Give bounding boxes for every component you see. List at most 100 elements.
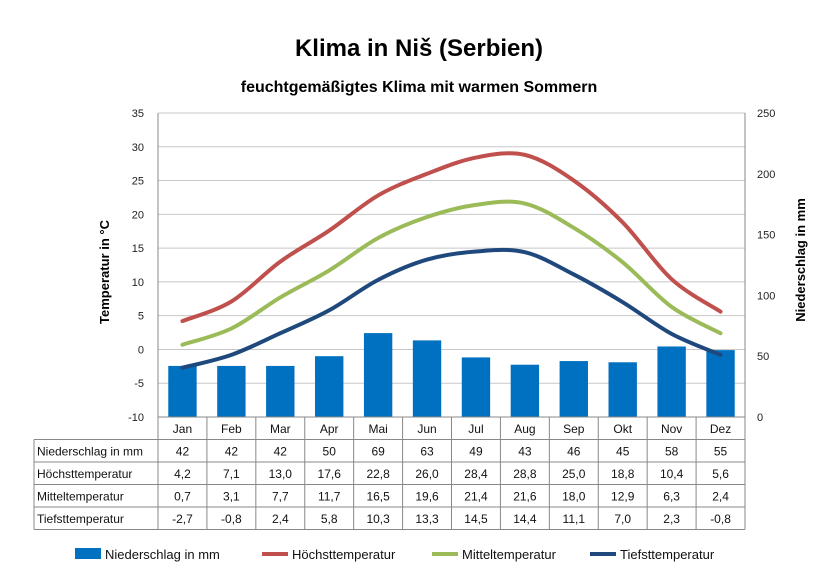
bar-Aug (510, 364, 540, 417)
y-tick-left: -5 (134, 378, 144, 390)
table-cell: 10,3 (366, 512, 390, 526)
table-cell: 10,4 (660, 467, 684, 481)
table-cell: 21,4 (464, 490, 488, 504)
y-tick-right: 0 (757, 412, 763, 424)
y-axis-left-title: Temperatur in °C (97, 219, 112, 324)
bar-Dez (706, 350, 735, 417)
table-cell: 42 (176, 445, 190, 459)
table-cell: 12,9 (611, 490, 635, 504)
legend-label: Höchsttemperatur (292, 547, 396, 562)
bar-Jun (412, 340, 442, 417)
table-cell: 6,3 (663, 490, 680, 504)
x-tick-label: Mar (270, 422, 291, 436)
table-cell: 2,4 (712, 490, 729, 504)
x-tick-label: Dez (710, 422, 731, 436)
table-cell: 45 (616, 445, 630, 459)
line-höchsttemperatur (180, 151, 723, 324)
y-tick-left: 20 (132, 209, 144, 221)
table-cell: 28,4 (464, 467, 488, 481)
table-cell: 21,6 (513, 490, 537, 504)
legend: Niederschlag in mm Höchsttemperatur Mittel… (75, 547, 715, 562)
bar-Okt (608, 362, 637, 417)
legend-label: Niederschlag in mm (105, 547, 220, 562)
table-cell: -0,8 (221, 512, 242, 526)
table-cell: 2,4 (272, 512, 289, 526)
y-tick-left: 5 (138, 311, 144, 323)
table-cell: 16,5 (366, 490, 390, 504)
x-tick-label: Nov (661, 422, 682, 436)
table-cell: 28,8 (513, 467, 537, 481)
x-tick-label: Aug (514, 422, 535, 436)
table-cell: 18,0 (562, 490, 586, 504)
table-cell: 19,6 (415, 490, 439, 504)
table-cell: -0,8 (710, 512, 731, 526)
x-tick-label: Jan (173, 422, 192, 436)
y-tick-right: 200 (757, 169, 775, 181)
bar-Mai (363, 333, 393, 417)
legend-swatch-bar (75, 548, 101, 559)
table-cell: 26,0 (415, 467, 439, 481)
x-tick-label: Sep (563, 422, 585, 436)
x-tick-label: Jul (468, 422, 483, 436)
table-cell: 13,0 (269, 467, 293, 481)
x-tick-label: Mai (368, 422, 387, 436)
y-tick-left: 10 (132, 277, 144, 289)
chart-subtitle: feuchtgemäßigtes Klima mit warmen Sommer… (241, 79, 598, 96)
table-row-label: Höchsttemperatur (37, 467, 132, 481)
bars (168, 333, 735, 417)
table-cell: 3,1 (223, 490, 240, 504)
bar-Mar (266, 365, 295, 417)
data-table: Jan Feb Mar Apr Mai Jun Jul Aug Sep Okt Nov Dez Nied… (33, 417, 746, 530)
table-cell: 42 (225, 445, 239, 459)
table-cell: 5,6 (712, 467, 729, 481)
table-cell: 42 (274, 445, 288, 459)
y-axis-right-title: Niederschlag in mm (793, 198, 808, 322)
table-row-label: Mitteltemperatur (37, 490, 124, 504)
table-cell: -2,7 (172, 512, 193, 526)
table-cell: 25,0 (562, 467, 586, 481)
y-tick-left: -10 (128, 412, 144, 424)
table-cell: 5,8 (321, 512, 338, 526)
chart-title: Klima in Niš (Serbien) (295, 35, 543, 62)
legend-label: Mitteltemperatur (462, 547, 557, 562)
table-cell: 69 (371, 445, 385, 459)
table-cell: 11,7 (318, 490, 341, 504)
bar-Nov (657, 346, 686, 417)
table-cell: 18,8 (611, 467, 635, 481)
table-cell: 22,8 (366, 467, 390, 481)
bar-Jan (168, 365, 197, 417)
y-tick-right: 100 (757, 290, 775, 302)
x-tick-label: Feb (221, 422, 242, 436)
table-cell: 50 (323, 445, 337, 459)
legend-label: Tiefsttemperatur (620, 547, 715, 562)
bar-Jul (461, 357, 491, 417)
bar-Apr (315, 356, 344, 417)
table-cell: 55 (714, 445, 728, 459)
lines (180, 151, 723, 370)
bar-Feb (217, 365, 246, 417)
table-cell: 14,5 (464, 512, 488, 526)
y-tick-right: 150 (757, 230, 775, 242)
y-tick-left: 25 (132, 176, 144, 188)
y-tick-left: 15 (132, 243, 144, 255)
table-row-label: Tiefsttemperatur (37, 512, 124, 526)
table-cell: 7,1 (223, 467, 240, 481)
table-cell: 13,3 (415, 512, 439, 526)
table-cell: 58 (665, 445, 679, 459)
table-cell: 4,2 (174, 467, 191, 481)
line-tiefsttemperatur (180, 247, 723, 370)
y-tick-left: 30 (132, 142, 144, 154)
table-cell: 17,6 (318, 467, 342, 481)
y-tick-right: 250 (757, 108, 775, 120)
line-mitteltemperatur (180, 199, 723, 347)
x-tick-label: Jun (417, 422, 436, 436)
table-cell: 49 (469, 445, 483, 459)
table-cell: 14,4 (513, 512, 537, 526)
table-cell: 46 (567, 445, 581, 459)
table-cell: 63 (420, 445, 434, 459)
table-row-label: Niederschlag in mm (37, 445, 143, 459)
x-tick-label: Apr (320, 422, 339, 436)
table-cell: 11,1 (563, 512, 586, 526)
